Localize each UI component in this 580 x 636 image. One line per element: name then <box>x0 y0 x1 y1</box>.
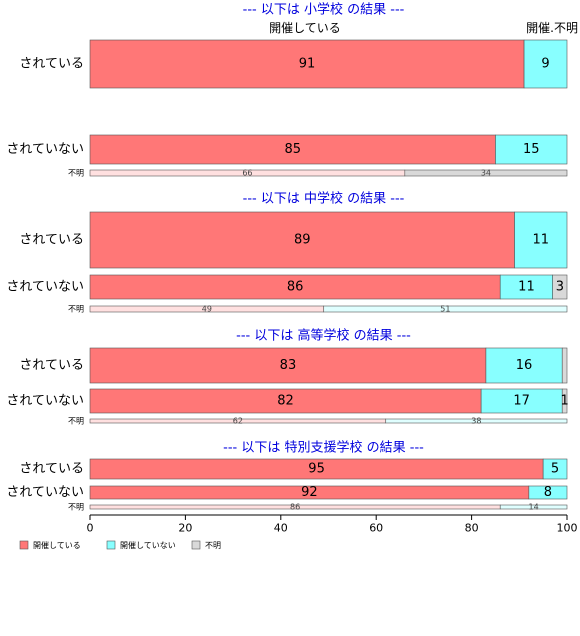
x-tick-label: 40 <box>274 522 288 535</box>
bar-segment <box>552 274 568 300</box>
data-label: 3 <box>556 280 564 295</box>
bar-segment <box>89 347 487 384</box>
data-label: 8 <box>544 485 552 500</box>
panel-title: --- 以下は 特別支援学校 の結果 --- <box>223 440 424 456</box>
legend-swatch <box>191 540 201 550</box>
x-tick-label: 60 <box>369 522 383 535</box>
top-label: 開催している <box>269 21 341 35</box>
category-label: 不明 <box>68 503 84 512</box>
category-label: されていない <box>6 280 84 295</box>
category-label: されていない <box>6 394 84 409</box>
panel-title: --- 以下は 高等学校 の結果 --- <box>236 328 411 344</box>
data-label: 82 <box>277 394 294 409</box>
bar-segment <box>404 169 568 177</box>
data-label: 11 <box>532 233 549 248</box>
bar-segment <box>89 134 496 165</box>
legend-label: 不明 <box>205 541 221 550</box>
panel-title: --- 以下は 中学校 の結果 --- <box>243 191 405 207</box>
bar-segment <box>528 485 568 500</box>
category-label: されている <box>19 233 84 248</box>
data-label: 14 <box>529 503 539 512</box>
bar-segment <box>495 134 568 165</box>
data-label: 38 <box>471 417 481 426</box>
bar-segment <box>542 458 568 480</box>
bar-segment <box>561 347 568 384</box>
data-label: 62 <box>233 417 243 426</box>
data-label: 9 <box>541 57 549 72</box>
data-label: 86 <box>287 280 304 295</box>
bar-segment <box>385 418 568 424</box>
data-label: 66 <box>242 169 252 178</box>
data-label: 89 <box>294 233 311 248</box>
x-tick-label: 100 <box>557 522 578 535</box>
bar-segment <box>480 388 563 414</box>
data-label: 11 <box>518 280 535 295</box>
category-label: 不明 <box>68 305 84 314</box>
category-label: 不明 <box>68 169 84 178</box>
data-label: 91 <box>299 57 316 72</box>
top-label: 開催.不明 <box>526 21 578 35</box>
category-label: されていない <box>6 142 84 157</box>
bar-segment <box>561 388 568 414</box>
bar-segment <box>523 39 568 89</box>
category-label: 不明 <box>68 417 84 426</box>
data-label: 15 <box>523 142 540 157</box>
bar-segment <box>89 211 515 269</box>
bar-segment <box>323 305 568 313</box>
data-label: 1 <box>560 394 568 409</box>
bar-segment <box>89 388 482 414</box>
data-label: 5 <box>551 462 559 477</box>
category-label: されていない <box>6 485 84 500</box>
category-label: されている <box>19 462 84 477</box>
data-label: 34 <box>481 169 491 178</box>
x-tick-label: 80 <box>465 522 479 535</box>
bar-segment <box>514 211 568 269</box>
data-label: 85 <box>284 142 301 157</box>
bar-segment <box>89 39 525 89</box>
data-label: 17 <box>513 394 530 409</box>
panel-title: --- 以下は 小学校 の結果 --- <box>243 2 405 18</box>
data-label: 95 <box>308 462 325 477</box>
data-label: 16 <box>516 358 533 373</box>
legend-label: 開催していない <box>120 540 176 550</box>
data-label: 51 <box>440 305 450 314</box>
bar-segment <box>89 274 501 300</box>
legend-swatch <box>106 540 116 550</box>
legend-swatch <box>19 540 29 550</box>
category-label: されている <box>19 57 84 72</box>
data-label: 92 <box>301 485 318 500</box>
legend-label: 開催している <box>33 540 81 550</box>
bar-segment <box>485 347 563 384</box>
x-tick-label: 0 <box>87 522 94 535</box>
data-label: 86 <box>290 503 300 512</box>
category-label: されている <box>19 358 84 373</box>
bar-segment <box>499 504 568 510</box>
data-label: 83 <box>280 358 297 373</box>
bar-segment <box>499 274 553 300</box>
data-label: 49 <box>202 305 212 314</box>
x-tick-label: 20 <box>178 522 192 535</box>
